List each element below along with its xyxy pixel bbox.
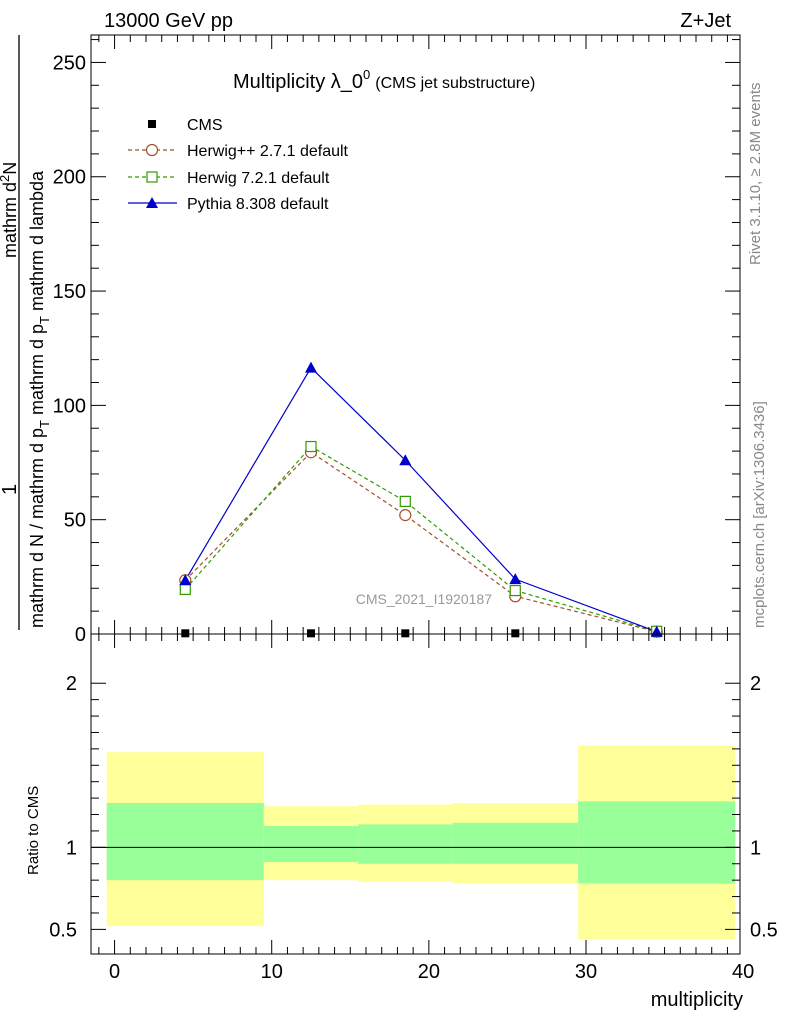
series-0-point-0: [181, 629, 190, 638]
xtick-label-3: 30: [575, 961, 597, 983]
ratio-ytick-label-left-0: 0.5: [49, 919, 77, 941]
ratio-frame: [90, 633, 741, 955]
legend-label-1: Herwig++ 2.7.1 default: [187, 143, 349, 160]
ratio-ticks: 0 10 20 30 40 0.5 0.5 1 1 2 2: [49, 634, 778, 983]
series-2-point-2: [399, 495, 411, 507]
ylabel-numerator-a: mathrm d: [0, 182, 20, 258]
ratio-band-green-2: [358, 824, 453, 864]
ratio-band-green-4: [578, 801, 736, 884]
ratio-ytick-label-right-2: 2: [750, 673, 761, 695]
legend-label-2: Herwig 7.2.1 default: [187, 170, 330, 187]
legend-label-0: CMS: [187, 117, 223, 134]
ratio-band-green-1: [263, 826, 359, 863]
series-3-point-3: [509, 573, 522, 585]
chart-title: Multiplicity λ_00 (CMS jet substructure): [233, 67, 535, 93]
main-ytick-label-4: 200: [53, 167, 86, 189]
ratio-bands: [106, 745, 736, 940]
main-marks: [179, 361, 663, 638]
main-ytick-label-2: 100: [53, 395, 86, 417]
xlabel: multiplicity: [651, 989, 743, 1011]
ylabel-denominator: mathrm d N / mathrm d pT mathrm d pT mat…: [27, 170, 52, 628]
legend-marker-3: [146, 197, 158, 208]
ratio-ylabel: Ratio to CMS: [25, 786, 42, 875]
ratio-ytick-label-right-0: 0.5: [750, 919, 778, 941]
xtick-label-1: 10: [261, 961, 283, 983]
xtick-label-2: 20: [418, 961, 440, 983]
main-ytick-label-1: 50: [64, 510, 86, 532]
ratio-band-green-3: [452, 822, 579, 864]
ylabel-denominator-sub: T: [37, 420, 52, 428]
main-ytick-label-5: 250: [53, 52, 86, 74]
series-2-point-0: [179, 583, 191, 596]
ylabel-numerator-b: N: [0, 162, 20, 175]
ylabel-numerator-one: 1: [0, 484, 21, 495]
ratio-ytick-label-left-2: 2: [66, 673, 77, 695]
legend: CMS Herwig++ 2.7.1 default Herwig 7.2.1 de…: [128, 117, 349, 213]
legend-marker-0: [148, 120, 156, 128]
series-2-point-1: [305, 440, 317, 453]
analysis-watermark: CMS_2021_I1920187: [356, 591, 492, 607]
xtick-label-0: 0: [109, 961, 120, 983]
legend-marker-2: [146, 171, 158, 183]
series-3-point-0: [179, 574, 192, 586]
header-process: Z+Jet: [680, 10, 731, 32]
series-1-point-2: [399, 509, 412, 522]
series-0-point-2: [401, 629, 410, 638]
mcplots-label: mcplots.cern.ch [arXiv:1306.3436]: [751, 401, 768, 628]
main-ytick-label-3: 150: [53, 281, 86, 303]
chart-title-main: Multiplicity λ_0: [233, 71, 363, 93]
chart-title-superscript: 0: [363, 67, 370, 82]
ylabel-denominator-c: mathrm d lambda: [27, 170, 47, 316]
ratio-panel: 0 10 20 30 40 0.5 0.5 1 1 2 2: [49, 633, 778, 983]
xtick-label-4: 40: [732, 961, 754, 983]
legend-label-3: Pythia 8.308 default: [187, 196, 329, 213]
ratio-ytick-label-right-1: 1: [750, 837, 761, 859]
rivet-label: Rivet 3.1.10, ≥ 2.8M events: [747, 83, 764, 266]
legend-marker-1: [145, 143, 159, 157]
series-2-point-3: [509, 584, 521, 597]
series-0-point-3: [511, 629, 520, 638]
header-energy: 13000 GeV pp: [104, 10, 233, 32]
ratio-ytick-label-left-1: 1: [66, 837, 77, 859]
series-3-point-1: [305, 361, 317, 373]
series-line-2: [184, 445, 657, 632]
ylabel-numerator-sup: 2: [0, 175, 12, 182]
ylabel-numerator: mathrm d2N: [0, 162, 20, 258]
ratio-band-green-0: [106, 803, 264, 881]
main-ylabel: 1 mathrm d N / mathrm d pT mathrm d pT m…: [0, 35, 52, 630]
series-3-point-2: [399, 454, 412, 466]
chart-title-suffix: (CMS jet substructure): [375, 75, 535, 92]
main-ticks: 0 50 100 150 200 250: [53, 35, 740, 646]
ylabel-denominator-b: mathrm d p: [27, 324, 47, 420]
series-0-point-1: [307, 629, 315, 638]
ylabel-denominator-a: mathrm d N / mathrm d p: [27, 428, 47, 628]
ylabel-denominator-sub2: T: [37, 316, 52, 324]
main-ytick-label-0: 0: [75, 624, 86, 646]
